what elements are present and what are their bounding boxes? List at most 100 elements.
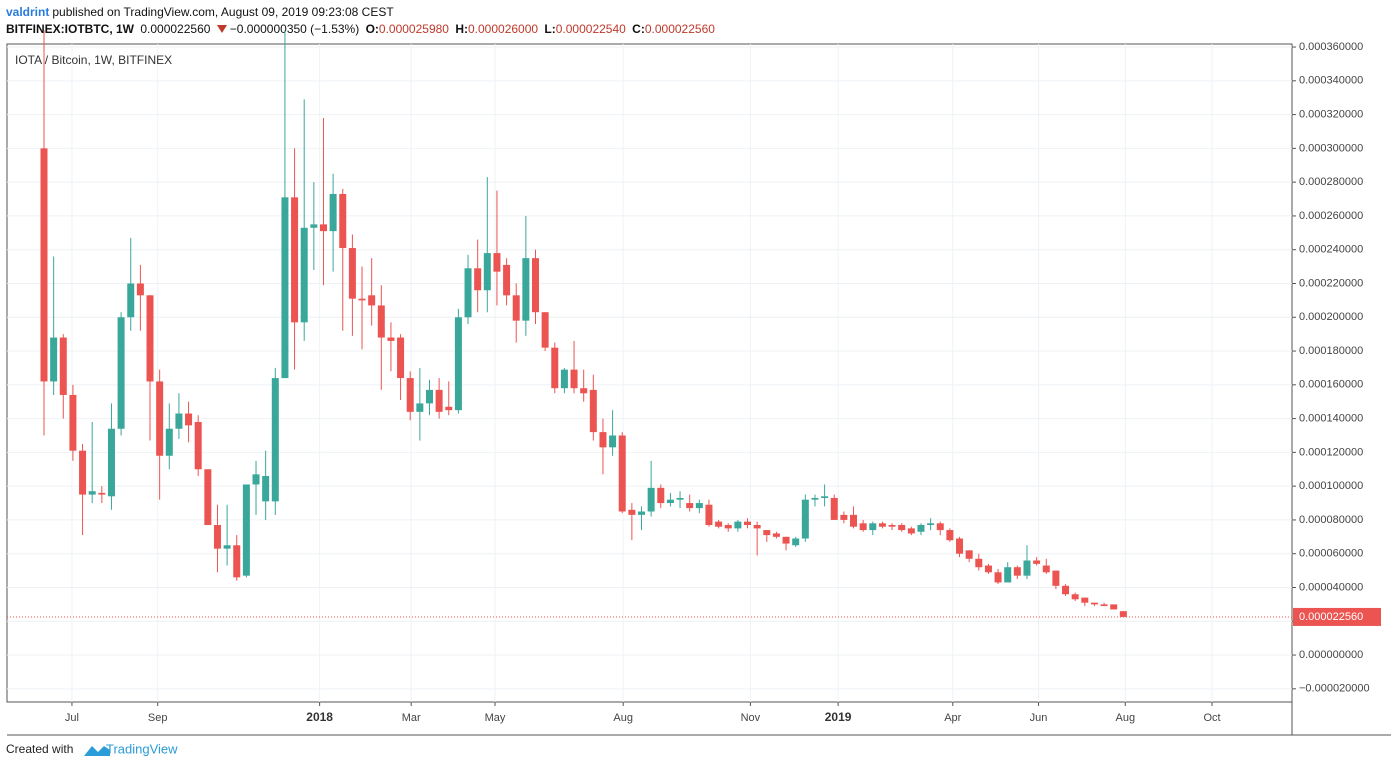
- change: −0.000000350 (−1.53%): [229, 22, 360, 36]
- candle-body: [185, 413, 193, 426]
- x-tick-label: Aug: [613, 712, 633, 724]
- candle-body: [310, 224, 318, 228]
- x-tick-label: Jul: [65, 712, 79, 724]
- candle-body: [127, 283, 135, 318]
- candle-body: [541, 312, 549, 348]
- ohlc-label: O:: [365, 22, 379, 36]
- candle-body: [242, 484, 250, 576]
- candle-body: [956, 538, 964, 554]
- candle-body: [927, 523, 935, 526]
- candle-body: [965, 550, 973, 559]
- candle-body: [589, 389, 597, 433]
- author[interactable]: valdrint: [6, 5, 50, 19]
- candle-body: [88, 491, 96, 495]
- y-tick-label: 0.000340000: [1299, 75, 1363, 87]
- price: 0.000022560: [140, 22, 211, 36]
- candle-body: [98, 492, 106, 495]
- candle-body: [580, 388, 588, 394]
- plot-frame: [6, 43, 1293, 703]
- candle-body: [107, 428, 115, 497]
- candle-body: [194, 421, 202, 470]
- candle-body: [936, 523, 944, 531]
- candle-body: [628, 509, 636, 515]
- candle-body: [782, 536, 790, 544]
- candle-body: [252, 474, 260, 485]
- candle-body: [387, 337, 395, 341]
- candle-body: [213, 525, 221, 549]
- candle-body: [907, 528, 915, 534]
- y-tick-label: 0.000360000: [1299, 41, 1363, 53]
- y-tick-label: 0.000080000: [1299, 514, 1363, 526]
- ohlc-value: 0.000022560: [644, 22, 715, 36]
- candle-body: [772, 533, 780, 537]
- candle-body: [811, 497, 819, 500]
- candle-body: [503, 264, 511, 296]
- candle-body: [50, 337, 58, 382]
- candle-body: [850, 514, 858, 527]
- candle-body: [454, 317, 462, 411]
- candle-body: [599, 432, 607, 448]
- candle-body: [204, 469, 212, 526]
- candle-body: [676, 497, 684, 500]
- candle-body: [869, 523, 877, 531]
- candle-body: [821, 496, 829, 498]
- x-tick-label: Aug: [1115, 712, 1135, 724]
- candle-body: [435, 389, 443, 412]
- candle-body: [531, 258, 539, 313]
- x-tick-label: Oct: [1203, 712, 1220, 724]
- last-price-box: [1293, 607, 1381, 626]
- y-tick-label: 0.000100000: [1299, 480, 1363, 492]
- candle-body: [117, 317, 125, 429]
- candle-body: [348, 248, 356, 299]
- candle-body: [917, 525, 925, 532]
- x-tick-label: Apr: [944, 712, 961, 724]
- candle-body: [445, 406, 453, 411]
- candle-body: [233, 545, 241, 578]
- ohlc-value: 0.000025980: [378, 22, 449, 36]
- header-line: BITFINEX:IOTBTC, 1W 0.000022560 −0.00000…: [6, 22, 718, 36]
- candle-body: [358, 298, 366, 301]
- candle-body: [474, 268, 482, 291]
- y-tick-label: 0.000260000: [1299, 210, 1363, 222]
- candle-body: [319, 224, 327, 232]
- candle-body: [79, 450, 87, 495]
- candle-body: [1071, 594, 1079, 600]
- candle-body: [464, 268, 472, 318]
- y-tick-label: 0.000320000: [1299, 109, 1363, 121]
- candle-body: [801, 499, 809, 539]
- candle-body: [753, 525, 761, 529]
- candle-body: [724, 525, 732, 529]
- candle-body: [1110, 604, 1118, 610]
- candle-body: [416, 403, 424, 412]
- candle-body: [146, 295, 154, 382]
- candle-body: [377, 305, 385, 338]
- candle-body: [339, 193, 347, 249]
- y-tick-label: 0.000300000: [1299, 142, 1363, 154]
- candle-body: [840, 514, 848, 520]
- candle-body: [397, 337, 405, 379]
- header-line: valdrint published on TradingView.com, Au…: [6, 5, 397, 19]
- candle-body: [291, 197, 299, 323]
- candle-body: [975, 558, 983, 568]
- candle-body: [175, 413, 183, 429]
- candle-body: [686, 503, 694, 509]
- symbol: BITFINEX:IOTBTC, 1W: [6, 22, 134, 36]
- candle-body: [1052, 570, 1060, 586]
- y-tick-label: 0.000000000: [1299, 649, 1363, 661]
- candle-body: [657, 487, 665, 504]
- logo: [84, 746, 110, 756]
- candle-body: [715, 521, 723, 527]
- footer-brand[interactable]: TradingView: [106, 741, 178, 756]
- candle-body: [888, 525, 896, 527]
- candle-body: [329, 193, 337, 232]
- candle-body: [300, 227, 308, 323]
- candle-body: [859, 523, 867, 531]
- candle-body: [560, 369, 568, 389]
- down-arrow: [216, 25, 227, 33]
- candle-body: [1033, 560, 1041, 564]
- candle-body: [156, 381, 164, 456]
- candle-body: [705, 504, 713, 526]
- candle-body: [271, 378, 279, 502]
